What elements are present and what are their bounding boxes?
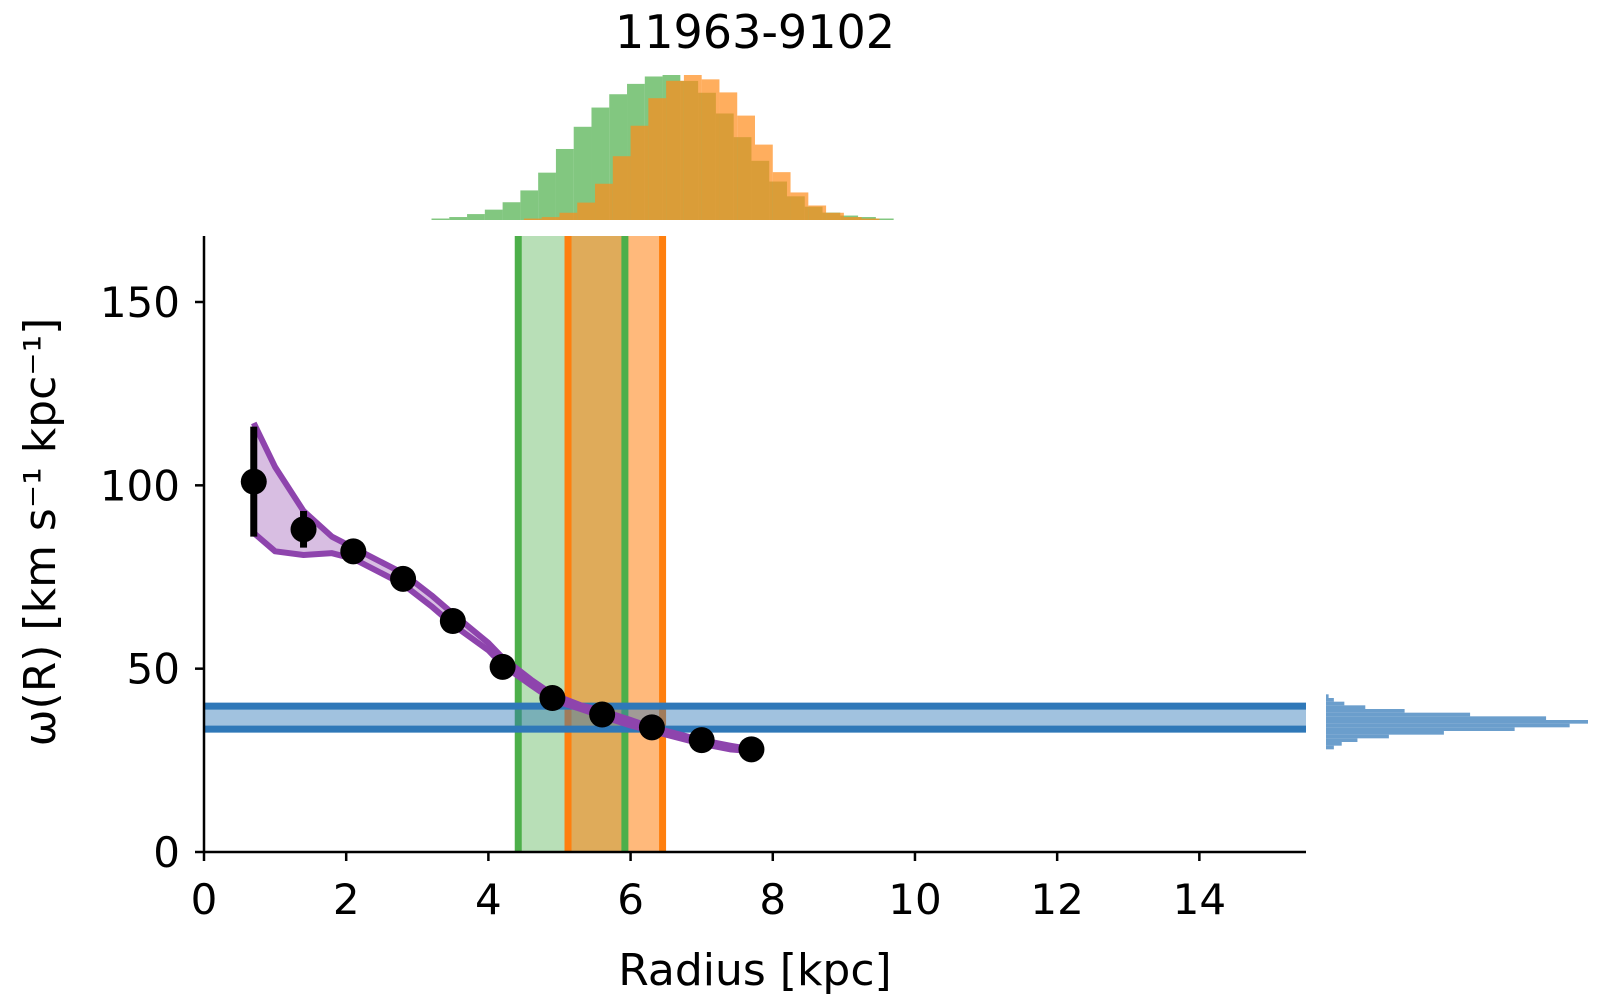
y-tick-label: 150 bbox=[100, 278, 180, 327]
top-histogram-1-bar bbox=[449, 217, 468, 220]
top-histogram-panel bbox=[431, 75, 894, 221]
top-histogram-1-bar bbox=[431, 218, 450, 220]
y-tick-label: 0 bbox=[153, 828, 180, 877]
right-histogram-bar bbox=[1326, 701, 1345, 706]
data-point bbox=[589, 701, 616, 728]
top-histogram-1-bar bbox=[484, 209, 503, 220]
right-histogram-bar bbox=[1326, 727, 1515, 731]
top-histogram-2-bar bbox=[701, 79, 720, 220]
right-histogram-bar bbox=[1326, 716, 1547, 720]
right-histogram-bar bbox=[1326, 731, 1444, 735]
main-plot-area bbox=[204, 236, 1306, 852]
x-tick-label: 4 bbox=[475, 875, 502, 924]
top-histogram-2-bar bbox=[737, 115, 755, 220]
top-histogram-1-bar bbox=[520, 190, 539, 220]
right-histogram-bar bbox=[1326, 705, 1366, 709]
right-histogram-bar bbox=[1326, 742, 1342, 746]
top-histogram-2-bar bbox=[808, 205, 827, 220]
top-histogram-2-bar bbox=[843, 217, 862, 220]
model-band-fill bbox=[253, 423, 752, 752]
top-histogram-2-bar bbox=[772, 172, 791, 220]
top-histogram-1-bar bbox=[502, 202, 521, 220]
x-tick-label: 10 bbox=[888, 875, 941, 924]
data-point bbox=[290, 516, 317, 543]
axes: 0 2 4 6 8 10 12 14 0 50 100 150 bbox=[100, 236, 1306, 924]
top-histogram-1-bar bbox=[555, 148, 574, 220]
top-histogram-2-bar bbox=[523, 218, 542, 220]
x-tick-label: 2 bbox=[333, 875, 360, 924]
top-histogram-2-bar bbox=[541, 217, 560, 220]
right-histogram-bar bbox=[1326, 709, 1405, 713]
y-tick-label: 50 bbox=[127, 645, 180, 694]
data-point bbox=[340, 538, 367, 565]
top-histogram-2-bar bbox=[755, 144, 773, 220]
x-tick-label: 12 bbox=[1030, 875, 1083, 924]
right-histogram-bar bbox=[1326, 734, 1389, 739]
data-point bbox=[688, 727, 715, 754]
right-histogram-panel bbox=[1326, 694, 1588, 750]
top-histogram-2-bar bbox=[612, 156, 631, 220]
right-histogram-bar bbox=[1326, 712, 1471, 717]
top-histogram-2-bar bbox=[630, 125, 649, 220]
model-band-upper-line bbox=[251, 421, 752, 753]
x-tick-label: 0 bbox=[191, 875, 218, 924]
data-point bbox=[240, 468, 267, 495]
chart-title: 11963-9102 bbox=[615, 5, 895, 59]
y-axis-label: ω(R) [km s⁻¹ kpc⁻¹] bbox=[15, 318, 66, 747]
right-histogram-bar bbox=[1326, 723, 1570, 728]
right-histogram-bar bbox=[1326, 745, 1334, 750]
vertical-band-2 bbox=[568, 236, 663, 852]
top-histogram-2-bar bbox=[666, 80, 684, 220]
horizontal-band bbox=[204, 706, 1306, 730]
y-tick-label: 100 bbox=[100, 461, 180, 510]
top-histogram-2-bar bbox=[790, 192, 809, 220]
top-histogram-1-bar bbox=[467, 214, 485, 220]
top-histogram-1-bar bbox=[538, 172, 556, 220]
data-point bbox=[390, 565, 417, 592]
right-histogram-bar bbox=[1326, 694, 1329, 698]
x-tick-label: 8 bbox=[759, 875, 786, 924]
x-tick-label: 6 bbox=[617, 875, 644, 924]
data-point bbox=[638, 714, 665, 741]
data-point bbox=[539, 685, 566, 711]
top-histogram-2-bar bbox=[648, 98, 667, 220]
top-histogram-2-bar bbox=[559, 212, 578, 220]
data-point bbox=[489, 653, 516, 680]
data-point bbox=[439, 608, 466, 634]
x-tick-label: 14 bbox=[1173, 875, 1226, 924]
top-histogram-2-bar bbox=[826, 212, 844, 220]
top-histogram-1-bar bbox=[858, 217, 876, 220]
top-histogram-2-bar bbox=[683, 75, 702, 220]
data-point bbox=[738, 736, 765, 763]
top-histogram-1-bar bbox=[573, 126, 592, 220]
top-histogram-2-bar bbox=[577, 202, 596, 220]
x-axis-label: Radius [kpc] bbox=[618, 945, 891, 996]
right-histogram-bar bbox=[1326, 698, 1334, 702]
right-histogram-bar bbox=[1326, 720, 1588, 724]
right-histogram-bar bbox=[1326, 738, 1358, 742]
top-histogram-2-bar bbox=[595, 183, 613, 220]
top-histogram-2-bar bbox=[719, 92, 738, 220]
top-histogram-2-bar bbox=[861, 218, 880, 220]
top-histogram-1-bar bbox=[875, 218, 894, 220]
